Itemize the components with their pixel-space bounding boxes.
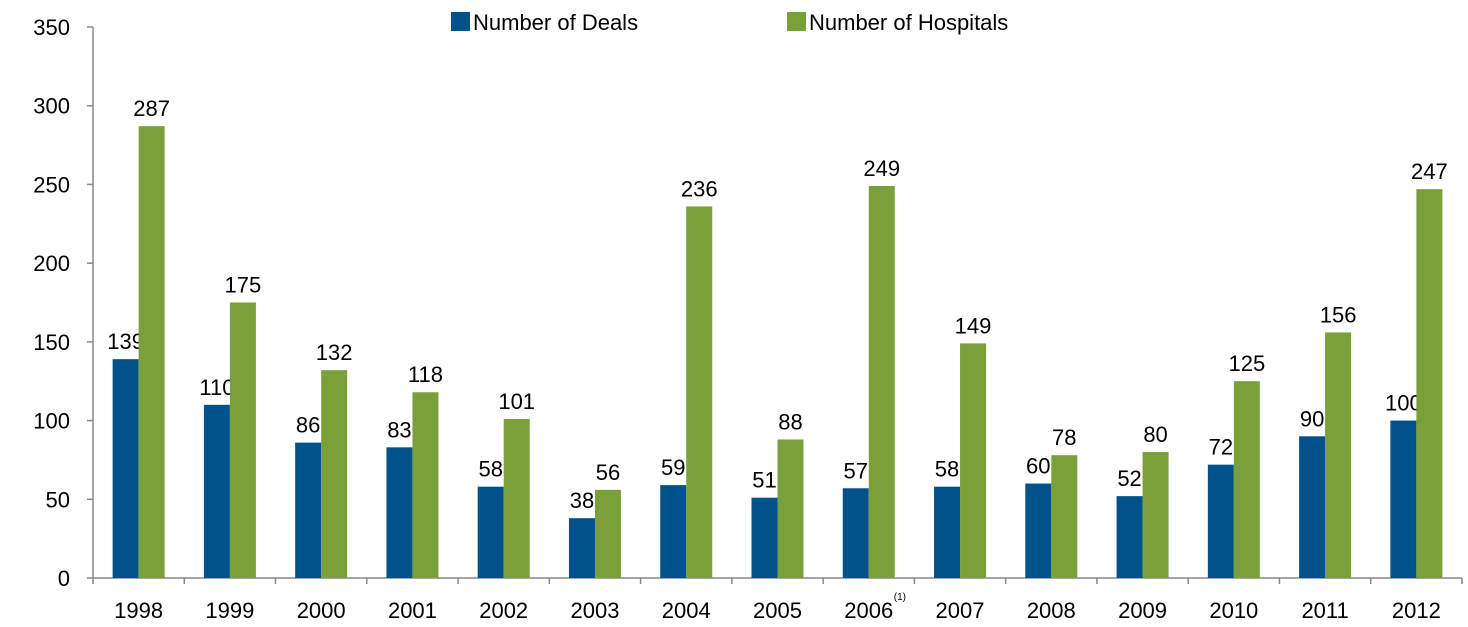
x-tick-label: 1998 [114, 598, 163, 623]
y-tick-label: 50 [46, 487, 70, 512]
bar [934, 486, 961, 578]
value-label: 58 [935, 457, 959, 482]
value-label: 80 [1143, 422, 1167, 447]
x-tick-label: 2011 [1301, 598, 1348, 623]
value-label: 78 [1052, 425, 1076, 450]
bar [138, 126, 165, 579]
value-label: 51 [752, 468, 776, 493]
bar [229, 302, 256, 578]
value-label: 38 [570, 488, 594, 513]
x-tick-note: (1) [894, 592, 906, 603]
y-tick-label: 0 [58, 566, 70, 591]
x-tick-label: 2004 [662, 598, 711, 623]
bar [386, 447, 413, 578]
value-label: 56 [596, 460, 620, 485]
value-label: 88 [778, 409, 802, 434]
value-label: 249 [863, 156, 900, 181]
value-label: 59 [661, 455, 685, 480]
bar [1325, 332, 1352, 578]
bar [477, 486, 504, 578]
value-label: 60 [1026, 454, 1050, 479]
bar [960, 343, 987, 578]
value-label: 125 [1228, 351, 1265, 376]
y-tick-label: 150 [33, 330, 70, 355]
bar [1416, 189, 1443, 578]
bar [1116, 496, 1143, 578]
bar [295, 442, 322, 578]
value-label: 132 [316, 340, 353, 365]
value-label: 287 [133, 96, 170, 121]
x-tick-label: 2010 [1209, 598, 1258, 623]
bar [751, 497, 778, 578]
bar [594, 489, 621, 578]
bar [321, 370, 348, 578]
value-label: 90 [1300, 406, 1324, 431]
value-label: 156 [1320, 302, 1357, 327]
legend-swatch [451, 12, 470, 31]
value-label: 110 [199, 375, 234, 400]
value-label: 139 [107, 329, 144, 354]
value-label: 100 [1385, 391, 1422, 416]
bar [1025, 483, 1052, 578]
x-tick-label: 2003 [570, 598, 619, 623]
bar [1142, 452, 1169, 578]
value-label: 101 [498, 389, 535, 414]
value-label: 72 [1209, 435, 1233, 460]
y-tick-label: 200 [33, 251, 70, 276]
value-label: 118 [408, 362, 443, 387]
x-tick-label: 2002 [479, 598, 528, 623]
legend-label: Number of Deals [473, 10, 638, 35]
bar [777, 439, 804, 578]
bar [568, 518, 595, 578]
bar [842, 488, 869, 578]
bar [868, 186, 895, 578]
y-tick-label: 350 [33, 15, 70, 40]
value-label: 86 [296, 413, 320, 438]
x-tick-label: 2008 [1027, 598, 1076, 623]
bar [686, 206, 713, 578]
bar [503, 418, 530, 578]
bar [1233, 381, 1260, 578]
x-tick-label: 2000 [297, 598, 346, 623]
bar [1051, 455, 1078, 578]
bar [1207, 464, 1234, 578]
x-tick-label: 2007 [936, 598, 985, 623]
value-label: 149 [955, 313, 992, 338]
y-tick-label: 100 [33, 409, 70, 434]
bar [412, 392, 439, 578]
value-label: 236 [681, 176, 718, 201]
bar [203, 404, 230, 578]
value-label: 57 [844, 458, 868, 483]
value-label: 247 [1411, 159, 1448, 184]
value-label: 83 [387, 417, 411, 442]
value-label: 52 [1117, 466, 1141, 491]
x-tick-label: 1999 [205, 598, 254, 623]
x-tick-label: 2005 [753, 598, 802, 623]
bar [1390, 420, 1417, 578]
x-tick-label: 2001 [388, 598, 437, 623]
legend-label: Number of Hospitals [809, 10, 1008, 35]
value-label: 58 [478, 457, 502, 482]
legend-swatch [787, 12, 806, 31]
x-tick-label: 2009 [1118, 598, 1167, 623]
bar [660, 485, 687, 578]
x-tick-label: 2006 [844, 598, 893, 623]
x-tick-label: 2012 [1392, 598, 1441, 623]
y-tick-label: 300 [33, 94, 70, 119]
value-label: 175 [225, 273, 262, 298]
bar [112, 359, 139, 578]
y-tick-label: 250 [33, 172, 70, 197]
bar [1299, 436, 1326, 578]
